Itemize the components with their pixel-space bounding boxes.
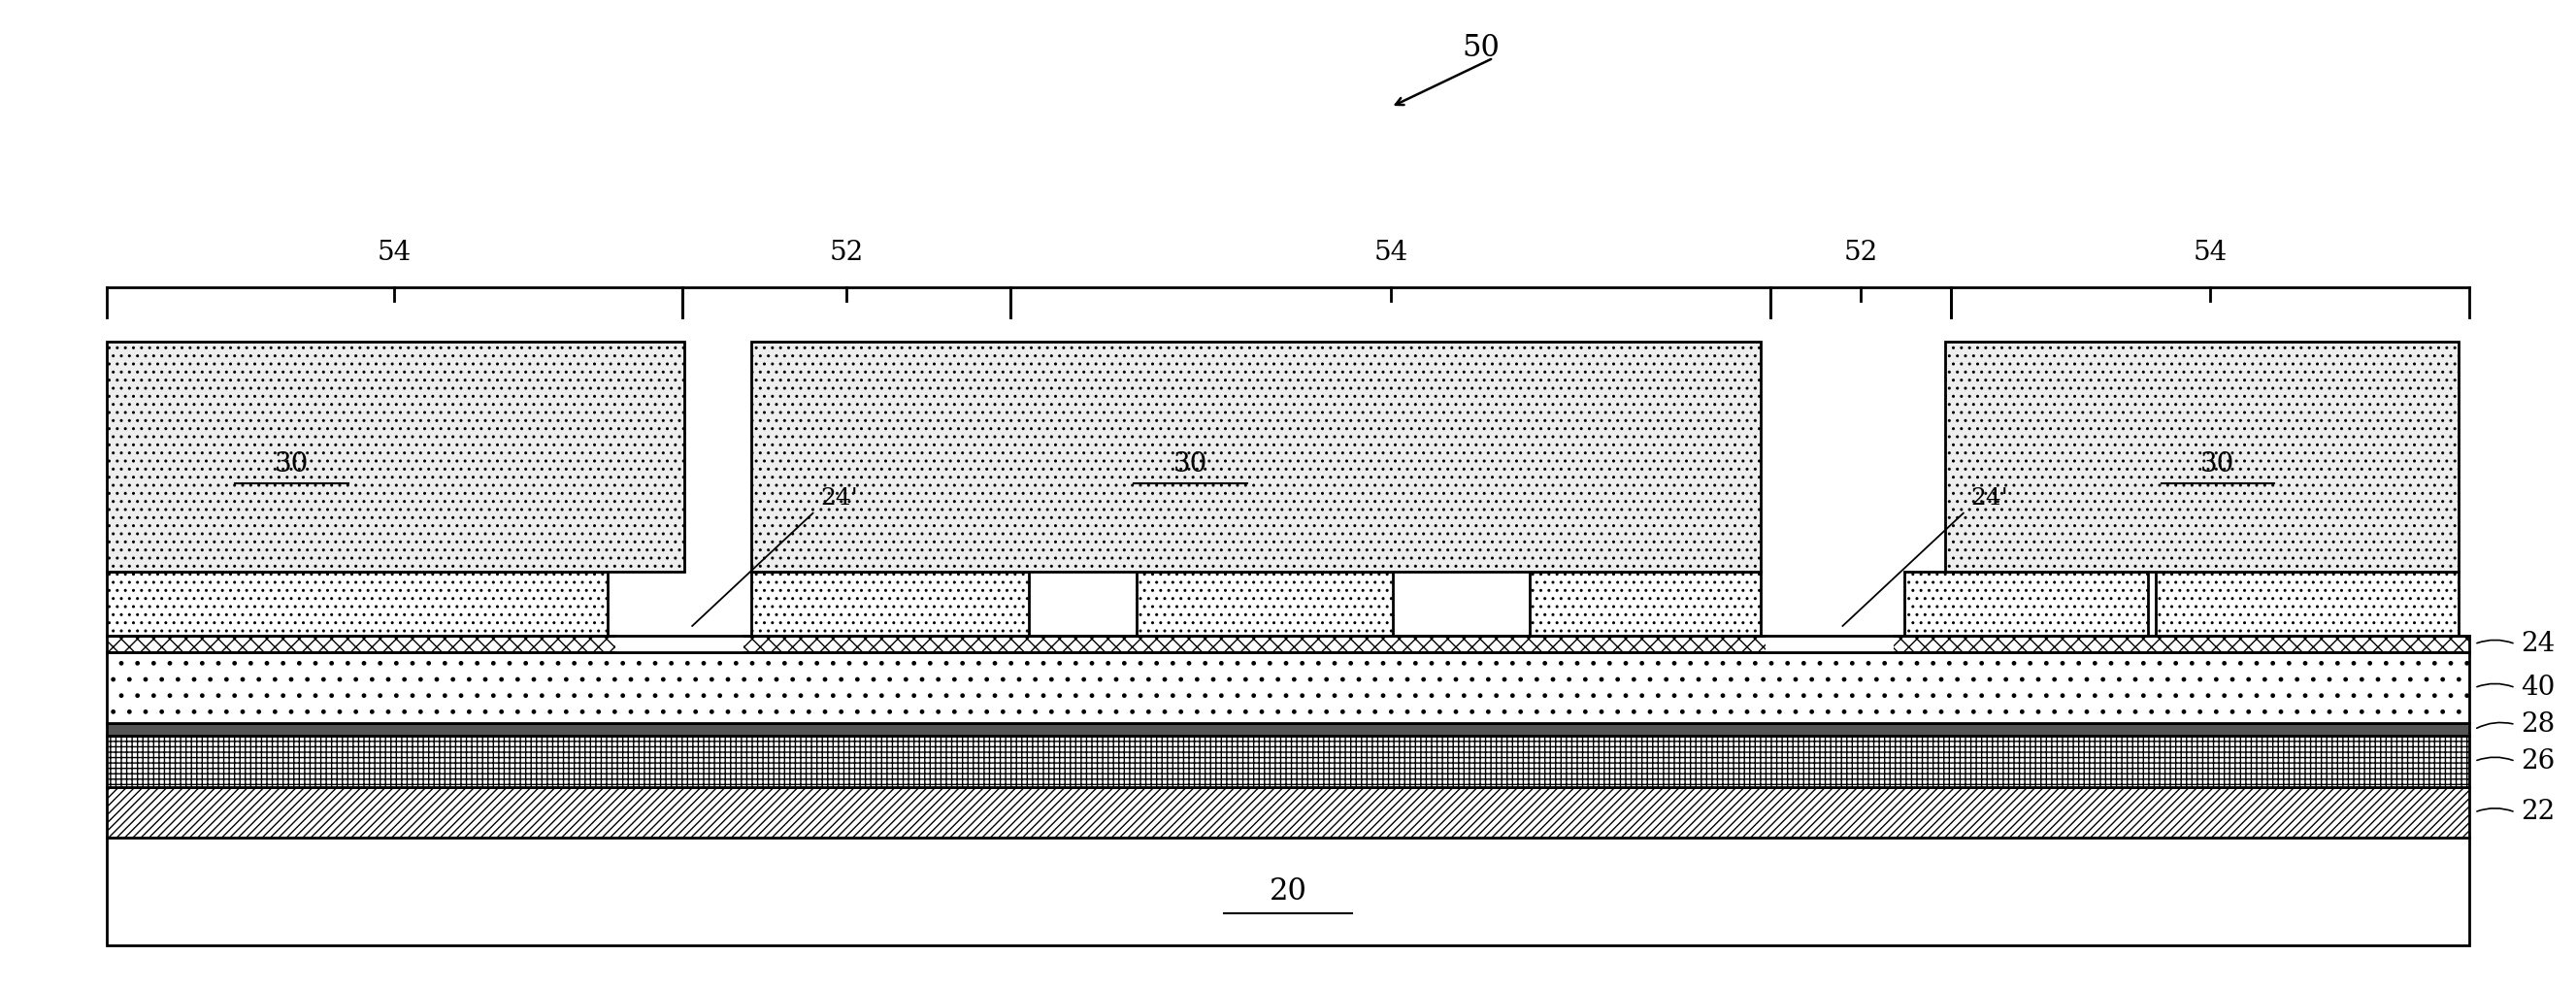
Text: 24': 24'	[822, 488, 858, 509]
Bar	[106, 736, 2470, 787]
Bar	[616, 634, 744, 654]
Bar	[106, 787, 2470, 838]
Bar	[2156, 572, 2460, 636]
Bar	[106, 341, 685, 572]
Text: 54: 54	[2192, 239, 2228, 266]
Bar	[106, 572, 608, 636]
Text: 28: 28	[2519, 711, 2555, 738]
Bar	[1945, 341, 2460, 572]
Text: 50: 50	[1461, 34, 1499, 63]
Bar	[752, 341, 1759, 572]
Text: 24: 24	[2519, 631, 2555, 658]
Bar	[1530, 572, 1759, 636]
Text: 52: 52	[829, 239, 863, 266]
Bar	[1765, 634, 1893, 654]
Text: 20: 20	[1270, 876, 1306, 907]
Text: 54: 54	[376, 239, 412, 266]
Bar	[752, 572, 1028, 636]
Text: 54: 54	[1373, 239, 1409, 266]
Bar	[106, 636, 2470, 653]
Bar	[106, 723, 2470, 736]
Bar	[106, 653, 2470, 723]
Text: 40: 40	[2519, 674, 2555, 701]
Text: 30: 30	[276, 451, 309, 478]
Text: 24': 24'	[1971, 488, 2009, 509]
Text: 52: 52	[1844, 239, 1878, 266]
Bar	[106, 838, 2470, 945]
Bar	[1136, 572, 1394, 636]
Text: 30: 30	[2200, 451, 2236, 478]
Text: 30: 30	[1172, 451, 1208, 478]
Bar	[1904, 572, 2148, 636]
Text: 26: 26	[2519, 749, 2555, 774]
Text: 22: 22	[2519, 799, 2555, 826]
